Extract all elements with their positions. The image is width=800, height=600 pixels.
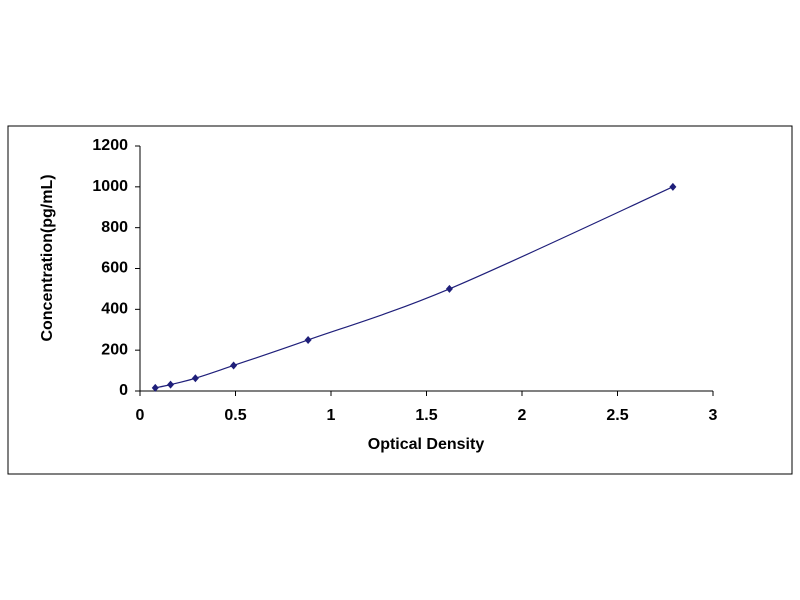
data-point <box>669 182 677 191</box>
data-point <box>445 284 453 293</box>
y-axis-title: Concentration(pg/mL) <box>39 174 56 341</box>
x-tick-label: 2 <box>518 407 527 424</box>
data-point <box>191 374 199 383</box>
x-tick-label: 2.5 <box>606 407 628 424</box>
data-point <box>151 383 159 392</box>
x-tick-label: 0 <box>136 407 145 424</box>
x-tick-label: 3 <box>709 407 718 424</box>
y-tick-label: 1200 <box>92 137 128 154</box>
data-point <box>230 361 238 370</box>
data-point <box>304 335 312 344</box>
x-tick-label: 0.5 <box>224 407 246 424</box>
series-line <box>155 186 674 389</box>
data-point <box>167 380 175 389</box>
chart-frame <box>7 125 793 475</box>
y-tick-label: 200 <box>101 341 128 358</box>
y-tick-label: 0 <box>119 382 128 399</box>
y-tick-label: 400 <box>101 301 128 318</box>
x-tick-label: 1 <box>327 407 336 424</box>
y-tick-label: 600 <box>101 260 128 277</box>
x-axis-title: Optical Density <box>368 436 485 453</box>
y-tick-label: 1000 <box>92 178 128 195</box>
y-tick-label: 800 <box>101 219 128 236</box>
x-tick-label: 1.5 <box>415 407 437 424</box>
